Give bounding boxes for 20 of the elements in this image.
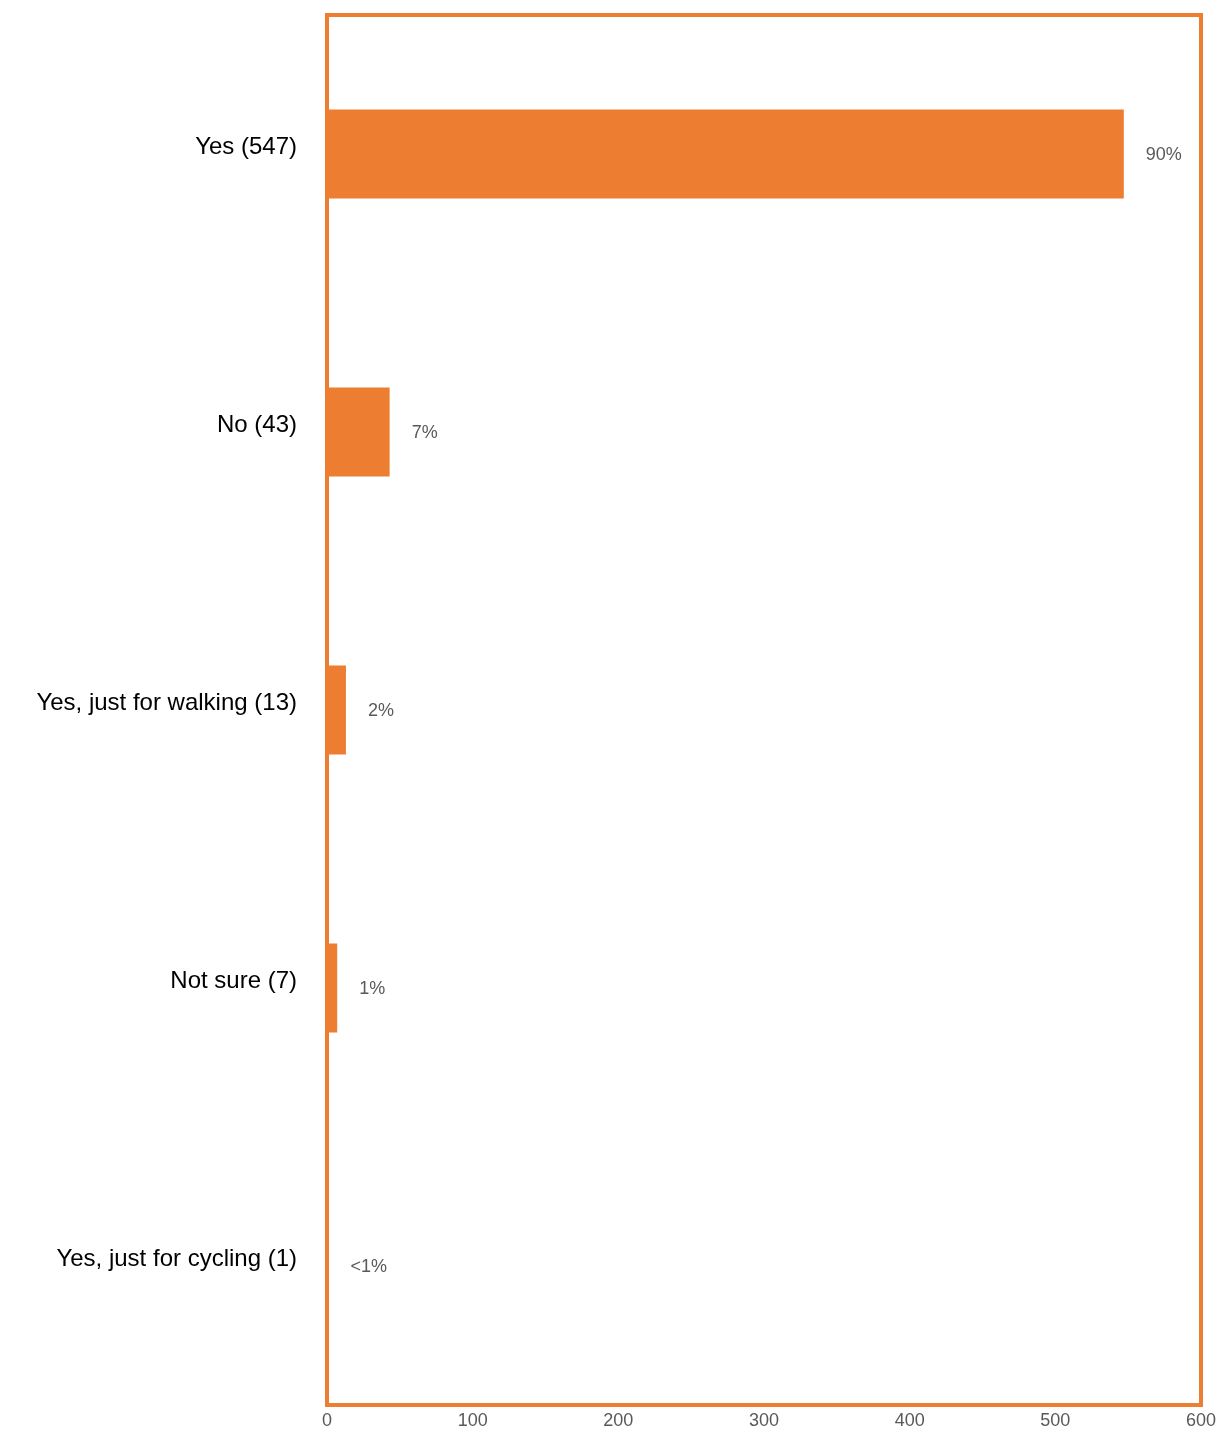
x-tick-label: 400: [894, 1409, 925, 1430]
y-tick-label: No (43): [216, 410, 297, 437]
x-tick-label: 500: [1040, 1409, 1071, 1430]
y-tick-label: Yes, just for cycling (1): [56, 1244, 297, 1271]
x-tick-label: 300: [748, 1409, 780, 1430]
y-tick-label: Yes, just for walking (13): [36, 688, 297, 715]
annotation: <1%: [350, 1256, 387, 1276]
x-tick-label: 100: [457, 1409, 488, 1430]
annotation: 1%: [359, 978, 386, 998]
annotation: 7%: [411, 422, 438, 442]
x-tick-label: 0: [321, 1409, 333, 1430]
y-tick-label: Yes (547): [195, 132, 297, 159]
annotation: 2%: [367, 700, 394, 720]
x-tick-label: 600: [1185, 1409, 1217, 1430]
x-tick-label: 200: [603, 1409, 634, 1430]
y-tick-label: Not sure (7): [170, 966, 297, 993]
bar: [327, 109, 1124, 199]
annotation: 90%: [1145, 144, 1182, 164]
bar: [327, 665, 346, 755]
bar: [327, 387, 390, 477]
